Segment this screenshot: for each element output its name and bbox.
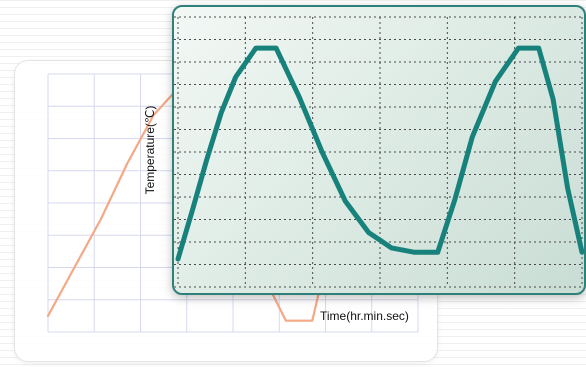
foreground-temperature-chart xyxy=(174,16,584,288)
x-axis-label: Time(hr.min.sec) xyxy=(320,309,409,323)
y-axis-label: Temperature(℃) xyxy=(143,105,157,195)
foreground-chart-panel xyxy=(172,5,586,295)
series-line xyxy=(175,45,584,262)
